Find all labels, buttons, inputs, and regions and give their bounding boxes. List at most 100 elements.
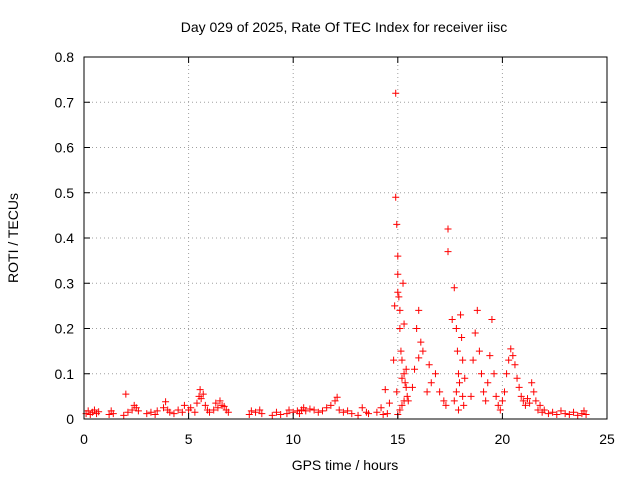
- data-point: [395, 293, 403, 301]
- data-point: [486, 352, 494, 360]
- data-point: [295, 410, 303, 418]
- data-point: [471, 329, 479, 337]
- data-point: [385, 399, 393, 407]
- data-point: [180, 401, 188, 409]
- data-point: [335, 406, 343, 414]
- y-axis-label: ROTI / TECUs: [5, 193, 21, 283]
- data-point: [394, 270, 402, 278]
- data-point: [565, 410, 573, 418]
- data-point: [348, 410, 356, 418]
- data-point: [448, 315, 456, 323]
- data-point: [452, 325, 460, 332]
- data-point: [327, 401, 335, 409]
- data-point: [120, 411, 128, 419]
- data-point: [561, 410, 569, 418]
- data-point: [431, 370, 439, 378]
- data-point: [245, 410, 253, 418]
- data-point: [417, 338, 425, 346]
- data-point: [399, 279, 407, 287]
- data-point: [444, 225, 452, 233]
- data-point: [400, 320, 408, 328]
- data-point: [457, 311, 465, 319]
- data-point: [206, 408, 214, 416]
- data-point: [521, 401, 529, 409]
- data-point: [170, 410, 178, 418]
- data-point: [442, 401, 450, 409]
- points-layer: [82, 89, 590, 419]
- data-point: [84, 407, 92, 415]
- data-point: [444, 248, 452, 256]
- data-point: [427, 379, 435, 387]
- y-tick-label: 0.5: [55, 185, 75, 201]
- data-point: [128, 406, 136, 414]
- data-point: [379, 410, 387, 418]
- y-tick-label: 0.1: [55, 366, 75, 382]
- data-point: [196, 386, 204, 394]
- data-point: [174, 406, 182, 414]
- data-point: [507, 345, 515, 353]
- data-point: [415, 306, 423, 314]
- data-point: [402, 383, 410, 391]
- y-tick-label: 0.8: [55, 49, 75, 65]
- data-point: [494, 401, 502, 409]
- data-point: [459, 356, 467, 364]
- data-point: [90, 406, 98, 414]
- data-point: [534, 406, 542, 414]
- y-tick-label: 0.2: [55, 321, 75, 337]
- data-point: [480, 388, 488, 396]
- data-point: [331, 397, 339, 405]
- data-point: [398, 374, 406, 382]
- data-point: [383, 410, 391, 418]
- data-point: [258, 410, 266, 418]
- data-point: [400, 370, 408, 378]
- data-point: [408, 383, 416, 391]
- data-point: [394, 288, 402, 296]
- data-point: [461, 374, 469, 382]
- x-tick-label: 5: [185, 431, 193, 447]
- data-point: [401, 379, 409, 387]
- x-tick-label: 0: [80, 431, 88, 447]
- data-point: [458, 334, 466, 342]
- data-point: [496, 406, 504, 414]
- data-point: [482, 397, 490, 405]
- data-point: [492, 392, 500, 400]
- data-point: [122, 390, 130, 398]
- data-point: [396, 306, 404, 314]
- chart-title: Day 029 of 2025, Rate Of TEC Index for r…: [181, 19, 508, 35]
- x-tick-label: 10: [285, 431, 301, 447]
- ticks-layer: 0 5 10 15 20 25 0 0.1 0.2 0.3 0.4 0.5 0.6 0.7 0.8: [55, 49, 615, 447]
- data-point: [393, 220, 401, 228]
- data-point: [268, 411, 276, 419]
- data-point: [216, 397, 224, 405]
- data-point: [220, 402, 228, 410]
- data-point: [515, 383, 523, 391]
- data-point: [419, 347, 427, 355]
- data-point: [214, 404, 222, 412]
- data-point: [339, 408, 347, 416]
- data-point: [484, 379, 492, 387]
- data-point: [109, 410, 117, 418]
- x-tick-label: 25: [599, 431, 615, 447]
- data-point: [450, 397, 458, 405]
- data-point: [134, 407, 142, 415]
- data-point: [517, 392, 525, 400]
- data-point: [519, 397, 527, 405]
- data-point: [413, 325, 421, 332]
- data-point: [333, 393, 341, 401]
- data-point: [513, 374, 521, 382]
- data-point: [452, 388, 460, 396]
- data-point: [532, 397, 540, 405]
- data-point: [391, 302, 399, 310]
- data-point: [344, 407, 352, 415]
- data-point: [574, 411, 582, 419]
- data-point: [530, 388, 538, 396]
- data-point: [536, 401, 544, 409]
- data-point: [354, 411, 362, 419]
- data-point: [511, 361, 519, 369]
- data-point: [147, 408, 155, 416]
- data-point: [415, 354, 423, 362]
- data-point: [105, 410, 113, 418]
- x-tick-label: 20: [495, 431, 511, 447]
- data-point: [285, 406, 293, 414]
